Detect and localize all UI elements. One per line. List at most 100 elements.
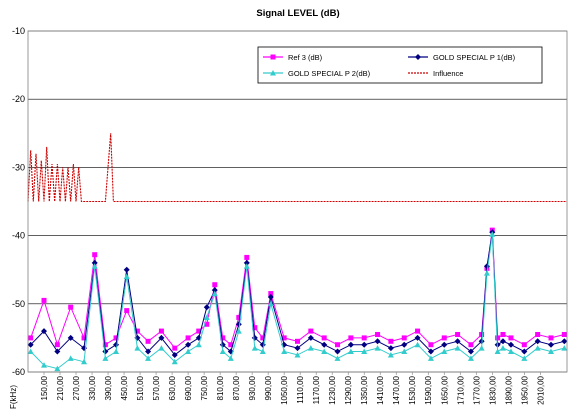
data-point — [467, 355, 474, 361]
data-point — [281, 348, 288, 355]
data-point — [260, 335, 266, 341]
data-point — [361, 348, 368, 355]
x-tick-label: 1170,00 — [312, 375, 321, 404]
data-point — [427, 348, 434, 355]
data-point — [102, 342, 108, 348]
data-point — [428, 342, 434, 348]
x-tick-label: 150,00 — [40, 375, 49, 400]
y-tick-label: -60 — [12, 367, 25, 377]
data-point — [158, 328, 164, 334]
x-tick-label: 750,00 — [200, 375, 209, 400]
y-tick-labels: -10 -20 -30 -40 -50 -60 — [12, 26, 25, 377]
data-point — [401, 335, 407, 341]
legend-entry: Ref 3 (dB) — [263, 53, 323, 62]
x-tick-label: 390,00 — [104, 375, 113, 400]
x-tick-label: 810,00 — [216, 375, 225, 400]
data-point — [375, 331, 381, 337]
data-point — [54, 348, 61, 355]
series-1 — [27, 229, 568, 358]
data-point — [561, 345, 568, 351]
data-point — [251, 345, 258, 351]
x-tick-label: 270,00 — [72, 375, 81, 400]
data-point — [334, 348, 341, 355]
data-point — [561, 338, 568, 345]
x-tick-label: 1050,00 — [280, 375, 289, 404]
data-point — [267, 293, 274, 300]
data-point — [243, 263, 250, 269]
data-point — [113, 348, 120, 355]
data-point — [321, 335, 327, 341]
data-point — [294, 345, 301, 352]
x-tick-label: 870,00 — [232, 375, 241, 400]
data-point — [185, 348, 192, 355]
legend-label: Ref 3 (dB) — [288, 53, 323, 62]
data-point — [145, 338, 151, 344]
y-tick-label: -50 — [12, 299, 25, 309]
data-point — [414, 334, 421, 341]
data-point — [145, 355, 152, 361]
series-2 — [27, 231, 568, 372]
y-tick-label: -30 — [12, 162, 25, 172]
data-point — [28, 335, 34, 341]
x-tick-label: 1470,00 — [392, 375, 401, 404]
data-point — [102, 348, 109, 355]
data-point — [203, 304, 210, 311]
x-tick-label: 1230,00 — [328, 375, 337, 404]
legend: Ref 3 (dB) GOLD SPECIAL P 1(dB) GOLD SPECI… — [257, 46, 543, 84]
x-tick-label: 570,00 — [152, 375, 161, 400]
x-tick-label: 990,00 — [264, 375, 273, 400]
legend-label: Influence — [433, 69, 463, 78]
data-point — [113, 335, 119, 341]
data-point — [489, 231, 496, 237]
data-point — [347, 341, 354, 348]
data-point — [67, 355, 74, 361]
data-point — [499, 338, 506, 345]
legend-box — [257, 46, 543, 84]
data-point — [27, 341, 34, 348]
x-tick-label: 450,00 — [120, 375, 129, 400]
x-tick-label: 2010,00 — [536, 375, 545, 404]
data-point — [211, 290, 218, 297]
x-tick-label: 510,00 — [136, 375, 145, 400]
data-point — [388, 338, 394, 344]
data-point — [547, 341, 554, 348]
legend-entry: GOLD SPECIAL P 2(dB) — [263, 69, 371, 78]
x-tick-label: 1350,00 — [360, 375, 369, 404]
data-series — [27, 133, 568, 372]
data-point — [81, 335, 87, 341]
data-point — [203, 314, 210, 320]
data-point — [252, 325, 258, 331]
data-point — [508, 335, 514, 341]
data-point — [204, 321, 210, 327]
x-tick-label: 1590,00 — [424, 375, 433, 404]
data-point — [54, 342, 60, 348]
data-point — [361, 335, 367, 341]
legend-swatch-marker — [415, 54, 421, 60]
legend-entry: Influence — [408, 69, 463, 78]
data-point — [478, 345, 485, 351]
data-point — [307, 334, 314, 341]
data-point — [374, 345, 381, 351]
data-point — [27, 348, 34, 355]
data-point — [92, 252, 98, 258]
data-point — [158, 345, 165, 351]
x-tick-labels: 150,00 210,00 270,00 330,00 390,00 450,00 510,… — [40, 372, 545, 405]
data-point — [235, 328, 242, 334]
legend-entry: GOLD SPECIAL P 1(dB) — [408, 53, 516, 62]
data-point — [243, 259, 250, 266]
data-point — [267, 300, 274, 307]
data-point — [441, 348, 448, 355]
data-point — [220, 335, 226, 341]
data-point — [347, 348, 354, 355]
legend-label: GOLD SPECIAL P 1(dB) — [433, 53, 516, 62]
data-point — [521, 342, 527, 348]
data-point — [196, 328, 202, 334]
data-point — [374, 338, 381, 345]
x-tick-label: 1530,00 — [408, 375, 417, 404]
data-point — [547, 348, 554, 355]
data-point — [335, 342, 341, 348]
data-point — [321, 341, 328, 348]
legend-swatch-marker — [270, 54, 276, 60]
data-point — [548, 335, 554, 341]
